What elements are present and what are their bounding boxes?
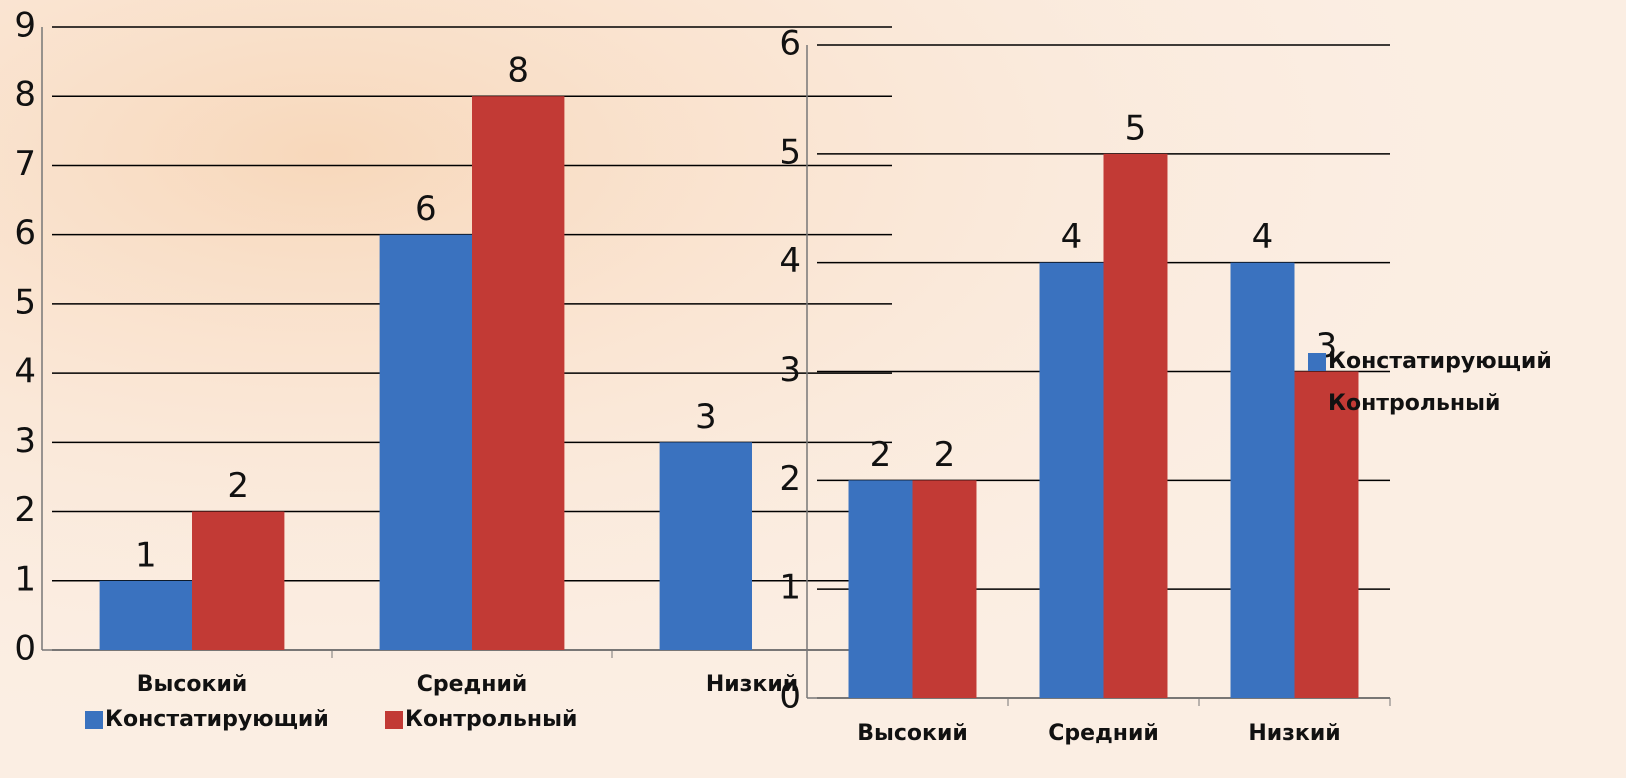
y-tick-label: 1 xyxy=(14,559,36,599)
y-tick-label: 5 xyxy=(14,282,36,322)
legend-swatch xyxy=(385,711,403,729)
y-tick-label: 8 xyxy=(14,75,36,115)
y-tick-label: 2 xyxy=(779,459,801,499)
legend-swatch xyxy=(1308,353,1326,371)
bar xyxy=(1103,153,1168,699)
data-label: 2 xyxy=(934,435,956,475)
data-label: 4 xyxy=(1252,217,1274,257)
bar xyxy=(1039,262,1104,698)
y-tick-label: 3 xyxy=(14,421,36,461)
data-label: 2 xyxy=(227,466,249,506)
bar xyxy=(848,480,913,698)
bar xyxy=(1230,262,1295,698)
x-tick-label: Низкий xyxy=(706,672,798,697)
x-tick-label: Низкий xyxy=(1248,721,1340,746)
bar xyxy=(99,580,192,650)
bar xyxy=(472,96,565,650)
legend-swatch xyxy=(85,711,103,729)
y-tick-label: 0 xyxy=(14,629,36,669)
y-tick-label: 6 xyxy=(14,213,36,253)
y-tick-label: 3 xyxy=(779,350,801,390)
data-label: 3 xyxy=(695,397,717,437)
data-label: 8 xyxy=(507,51,529,91)
data-label: 1 xyxy=(135,535,157,575)
y-tick-label: 4 xyxy=(14,352,36,392)
y-tick-label: 4 xyxy=(779,241,801,281)
legend-label: Контрольный xyxy=(1328,391,1500,416)
x-tick-label: Высокий xyxy=(857,721,968,746)
bar xyxy=(192,511,285,650)
bar xyxy=(912,480,977,698)
data-label: 2 xyxy=(870,435,892,475)
bar xyxy=(1294,371,1359,698)
legend-label: Констатирующий xyxy=(105,707,329,732)
data-label: 6 xyxy=(415,189,437,229)
data-label: 5 xyxy=(1125,108,1147,148)
bar xyxy=(659,442,752,650)
y-tick-label: 5 xyxy=(779,132,801,172)
legend-swatch xyxy=(1308,395,1326,413)
y-tick-label: 2 xyxy=(14,490,36,530)
y-tick-label: 9 xyxy=(14,6,36,46)
y-tick-label: 7 xyxy=(14,144,36,184)
x-tick-label: Средний xyxy=(1048,721,1159,746)
y-tick-label: 1 xyxy=(779,568,801,608)
y-tick-label: 6 xyxy=(779,24,801,64)
legend-label: Контрольный xyxy=(405,707,577,732)
data-label: 4 xyxy=(1061,217,1083,257)
x-tick-label: Средний xyxy=(417,672,528,697)
x-tick-label: Высокий xyxy=(137,672,248,697)
y-tick-label: 0 xyxy=(779,677,801,717)
bar xyxy=(379,234,472,650)
legend-label: Констатирующий xyxy=(1328,349,1552,374)
